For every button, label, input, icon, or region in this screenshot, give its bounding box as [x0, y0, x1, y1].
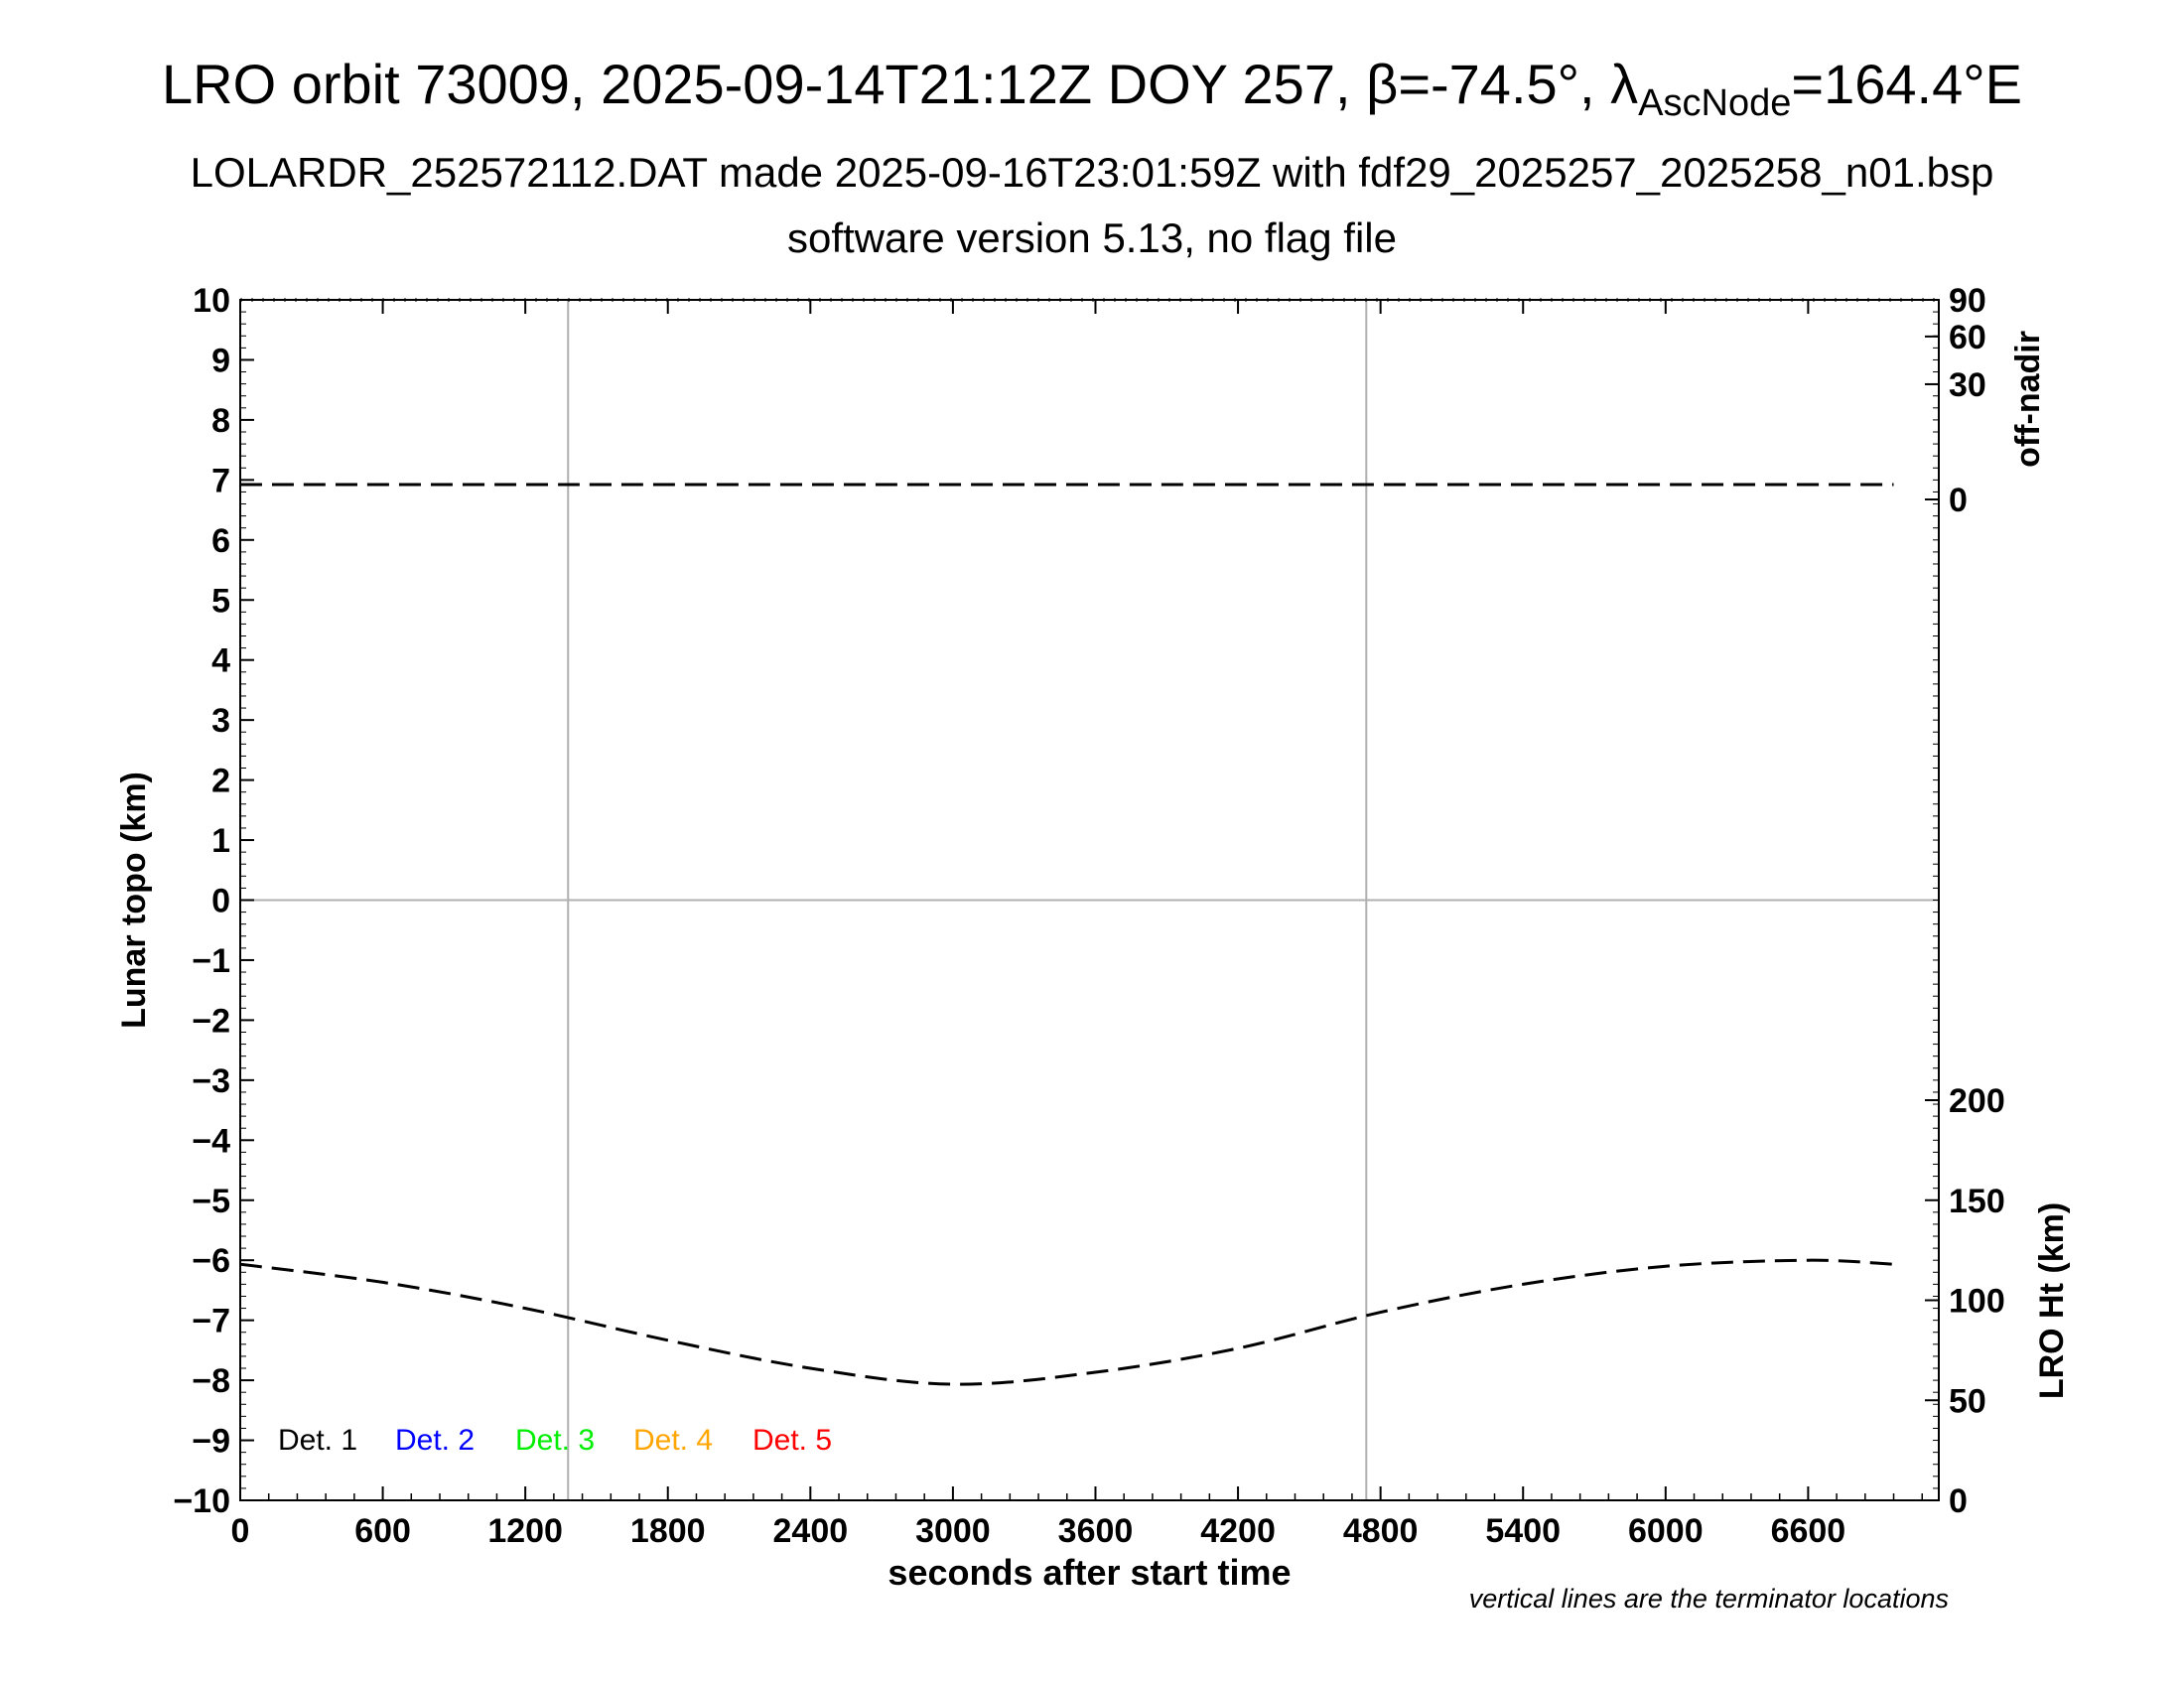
- legend: Det. 1 Det. 2 Det. 3 Det. 4 Det. 5: [278, 1424, 832, 1457]
- y-tick-label: −2: [192, 1002, 230, 1040]
- y-axis-label-lro-ht: LRO Ht (km): [2033, 1202, 2071, 1399]
- y-tick-label: −9: [192, 1423, 230, 1461]
- y-tick-label: −4: [192, 1122, 230, 1160]
- y-tick-label: 10: [193, 282, 230, 320]
- lro-ht-tick-label: 150: [1949, 1183, 2005, 1220]
- legend-entry-det-5: Det. 5: [752, 1424, 832, 1457]
- off-nadir-tick-label: 30: [1949, 366, 1986, 404]
- x-tick-label: 5400: [1485, 1512, 1561, 1550]
- y-tick-label: 1: [211, 822, 230, 860]
- chart-subtitle-software: software version 5.13, no flag file: [786, 214, 1397, 261]
- lro-ht-tick-label: 50: [1949, 1382, 1986, 1420]
- y-axis-label-left: Lunar topo (km): [115, 772, 153, 1029]
- off-nadir-tick-label: 0: [1949, 482, 1968, 519]
- terminator-lines: [240, 298, 1939, 1500]
- chart-title: LRO orbit 73009, 2025-09-14T21:12Z DOY 2…: [162, 53, 2022, 124]
- x-tick-label: 1800: [630, 1512, 706, 1550]
- y-tick-label: −10: [173, 1482, 230, 1520]
- chart-subtitle-file: LOLARDR_252572112.DAT made 2025-09-16T23…: [190, 149, 1994, 196]
- y-tick-label: −5: [192, 1183, 230, 1220]
- off-nadir-tick-label: 90: [1949, 282, 1986, 320]
- y-tick-label: −3: [192, 1062, 230, 1100]
- x-tick-label: 4200: [1200, 1512, 1276, 1550]
- y-tick-label: 9: [211, 342, 230, 379]
- y-tick-label: 5: [211, 582, 230, 620]
- y-tick-label: 4: [211, 642, 230, 680]
- y-tick-label: 8: [211, 402, 230, 440]
- legend-entry-det-2: Det. 2: [395, 1424, 475, 1457]
- x-tick-label: 6000: [1628, 1512, 1704, 1550]
- y-tick-label: 0: [211, 883, 230, 920]
- series-lines: [239, 483, 1894, 1386]
- x-axis-label: seconds after start time: [887, 1552, 1291, 1593]
- y-tick-label: −1: [192, 942, 230, 980]
- x-tick-label: 1200: [487, 1512, 563, 1550]
- x-axis: 0 600 1200 1800 2400 3000 3600 4200 4800 5400 6000…: [231, 300, 1923, 1550]
- lro-ht-tick-label: 200: [1949, 1082, 2005, 1120]
- lro-ht-tick-label: 0: [1949, 1482, 1968, 1520]
- y-tick-label: 3: [211, 702, 230, 740]
- legend-entry-det-1: Det. 1: [278, 1424, 357, 1457]
- x-tick-label: 0: [231, 1512, 250, 1550]
- x-tick-label: 2400: [773, 1512, 849, 1550]
- y-axis-label-off-nadir: off-nadir: [2009, 331, 2047, 468]
- lro-ht-tick-label: 100: [1949, 1283, 2005, 1321]
- off-nadir-tick-label: 60: [1949, 319, 1986, 356]
- x-tick-label: 6600: [1771, 1512, 1846, 1550]
- y-tick-label: 7: [211, 462, 230, 499]
- y-tick-label: −7: [192, 1303, 230, 1340]
- x-tick-label: 600: [354, 1512, 411, 1550]
- x-tick-label: 3000: [915, 1512, 991, 1550]
- y-tick-label: −6: [192, 1242, 230, 1280]
- y-tick-label: −8: [192, 1362, 230, 1400]
- legend-entry-det-3: Det. 3: [515, 1424, 595, 1457]
- footnote: vertical lines are the terminator locati…: [1468, 1584, 1949, 1614]
- y-tick-label: 6: [211, 522, 230, 560]
- y-tick-label: 2: [211, 763, 230, 800]
- series-lro-ht: [239, 1258, 1894, 1386]
- x-tick-label: 4800: [1343, 1512, 1419, 1550]
- legend-entry-det-4: Det. 4: [633, 1424, 713, 1457]
- x-tick-label: 3600: [1058, 1512, 1134, 1550]
